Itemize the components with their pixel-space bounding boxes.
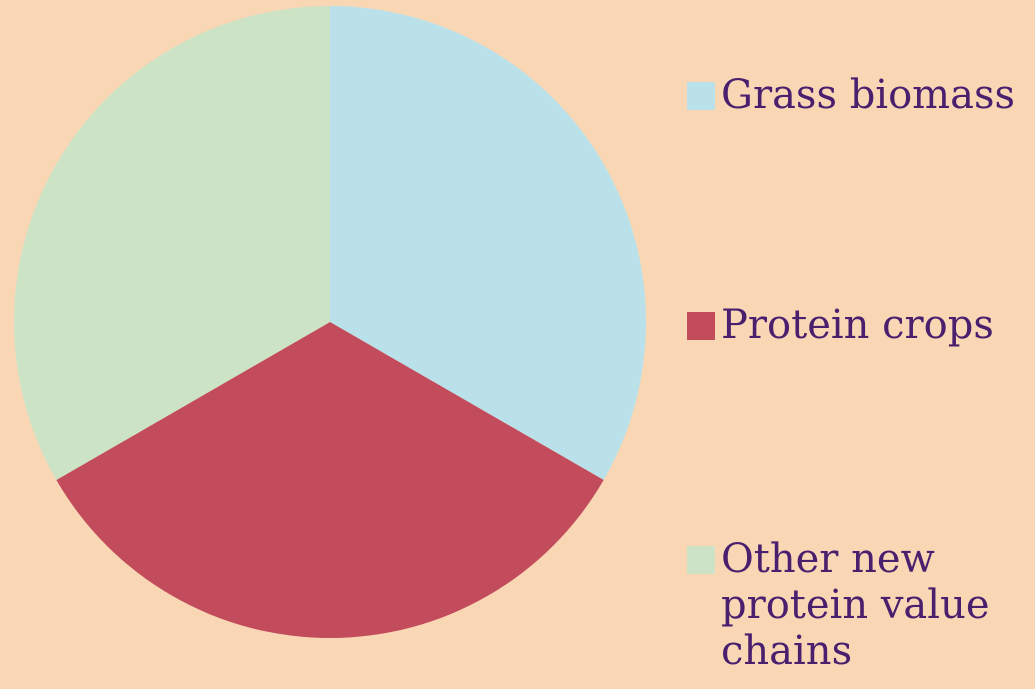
legend-label-other-new-protein-value-chains: Other new protein value chains (721, 536, 990, 674)
pie-slice-protein-crops (56, 322, 604, 638)
legend-item-grass-biomass: Grass biomass (687, 72, 1021, 118)
legend-label-protein-crops: Protein crops (721, 302, 994, 348)
legend-swatch-other-new-protein-value-chains (687, 546, 715, 574)
legend-swatch-grass-biomass (687, 82, 715, 110)
legend-swatch-protein-crops (687, 312, 715, 340)
pie-slice-other-new-protein-value-chains (14, 6, 330, 480)
legend-item-other-new-protein-value-chains: Other new protein value chains (687, 536, 1021, 674)
pie-slice-grass-biomass (330, 6, 646, 480)
legend-item-protein-crops: Protein crops (687, 302, 1021, 348)
legend-label-grass-biomass: Grass biomass (721, 72, 1016, 118)
